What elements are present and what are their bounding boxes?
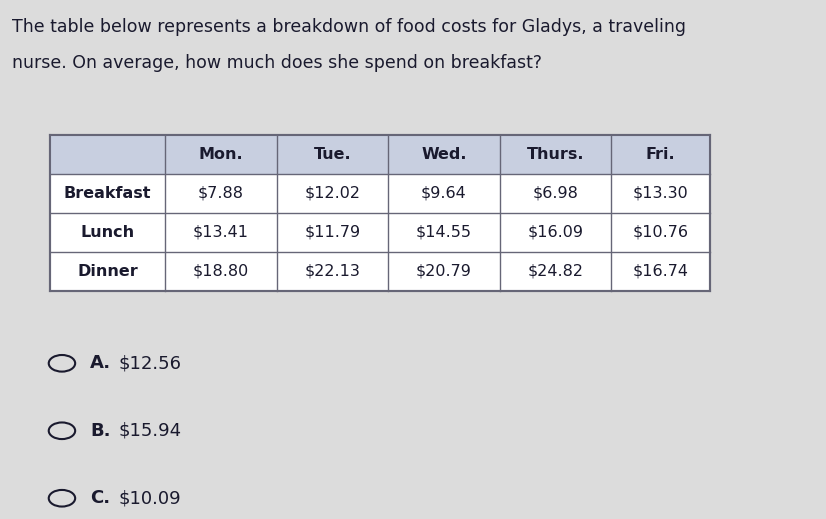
- Text: C.: C.: [90, 489, 110, 507]
- Text: Wed.: Wed.: [421, 147, 467, 162]
- Text: $24.82: $24.82: [528, 264, 583, 279]
- Text: Tue.: Tue.: [314, 147, 351, 162]
- Text: $9.64: $9.64: [421, 186, 467, 201]
- Text: $6.98: $6.98: [533, 186, 578, 201]
- Text: Dinner: Dinner: [77, 264, 138, 279]
- Text: $10.76: $10.76: [633, 225, 689, 240]
- Text: Breakfast: Breakfast: [64, 186, 151, 201]
- Text: $12.56: $12.56: [119, 354, 182, 372]
- Text: $22.13: $22.13: [305, 264, 360, 279]
- Text: nurse. On average, how much does she spend on breakfast?: nurse. On average, how much does she spe…: [12, 54, 543, 73]
- Text: $16.09: $16.09: [528, 225, 583, 240]
- Text: Thurs.: Thurs.: [527, 147, 584, 162]
- Text: $10.09: $10.09: [119, 489, 182, 507]
- Text: $16.74: $16.74: [633, 264, 689, 279]
- FancyBboxPatch shape: [50, 135, 710, 291]
- Text: $20.79: $20.79: [416, 264, 472, 279]
- Text: Mon.: Mon.: [198, 147, 244, 162]
- Text: $7.88: $7.88: [198, 186, 244, 201]
- FancyBboxPatch shape: [50, 135, 710, 174]
- Text: $15.94: $15.94: [119, 422, 182, 440]
- Text: Fri.: Fri.: [646, 147, 676, 162]
- Text: Lunch: Lunch: [80, 225, 135, 240]
- Text: $18.80: $18.80: [192, 264, 249, 279]
- Text: $12.02: $12.02: [305, 186, 360, 201]
- Text: $13.30: $13.30: [633, 186, 689, 201]
- Text: A.: A.: [90, 354, 112, 372]
- Text: The table below represents a breakdown of food costs for Gladys, a traveling: The table below represents a breakdown o…: [12, 18, 686, 36]
- Text: $11.79: $11.79: [305, 225, 360, 240]
- Text: B.: B.: [90, 422, 111, 440]
- Text: $14.55: $14.55: [416, 225, 472, 240]
- Text: $13.41: $13.41: [193, 225, 249, 240]
